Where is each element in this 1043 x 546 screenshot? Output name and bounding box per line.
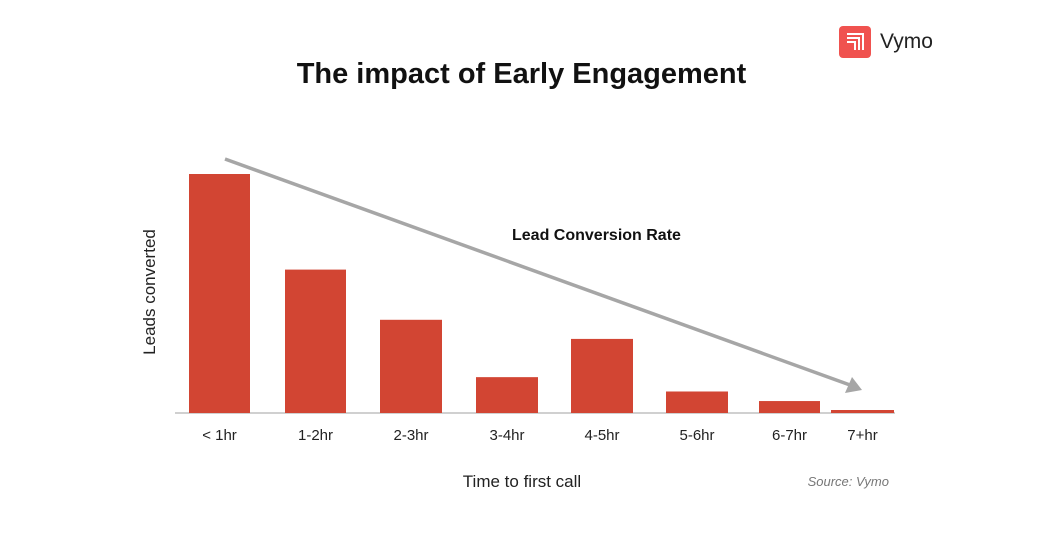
vymo-logo-icon — [839, 26, 871, 58]
x-tick-label: 6-7hr — [772, 427, 807, 444]
x-tick-label: 7+hr — [847, 427, 877, 444]
bar-1 — [285, 269, 346, 413]
y-axis-label: Leads converted — [140, 229, 159, 355]
x-tick-label: 2-3hr — [393, 427, 428, 444]
bar-6 — [759, 401, 820, 413]
bar-5 — [666, 391, 728, 413]
bar-2 — [380, 319, 442, 413]
x-tick-label: 4-5hr — [584, 427, 619, 444]
bar-3 — [476, 377, 538, 413]
x-axis-label: Time to first call — [463, 472, 581, 491]
chart-title: The impact of Early Engagement — [296, 58, 747, 90]
x-tick-label: 5-6hr — [679, 427, 714, 444]
annotation-label: Lead Conversion Rate — [512, 227, 681, 244]
trend-arrow-head-icon — [845, 377, 862, 393]
vymo-logo-text: Vymo — [880, 30, 933, 53]
bar-0 — [189, 174, 250, 413]
source-note: Source: Vymo — [808, 474, 889, 489]
bar-7 — [831, 410, 894, 413]
x-tick-label: < 1hr — [202, 427, 237, 444]
trend-arrow-line — [224, 157, 851, 387]
x-tick-label: 1-2hr — [298, 427, 333, 444]
bar-4 — [571, 338, 633, 413]
vymo-logo: Vymo — [839, 26, 933, 58]
x-tick-label: 3-4hr — [489, 427, 524, 444]
